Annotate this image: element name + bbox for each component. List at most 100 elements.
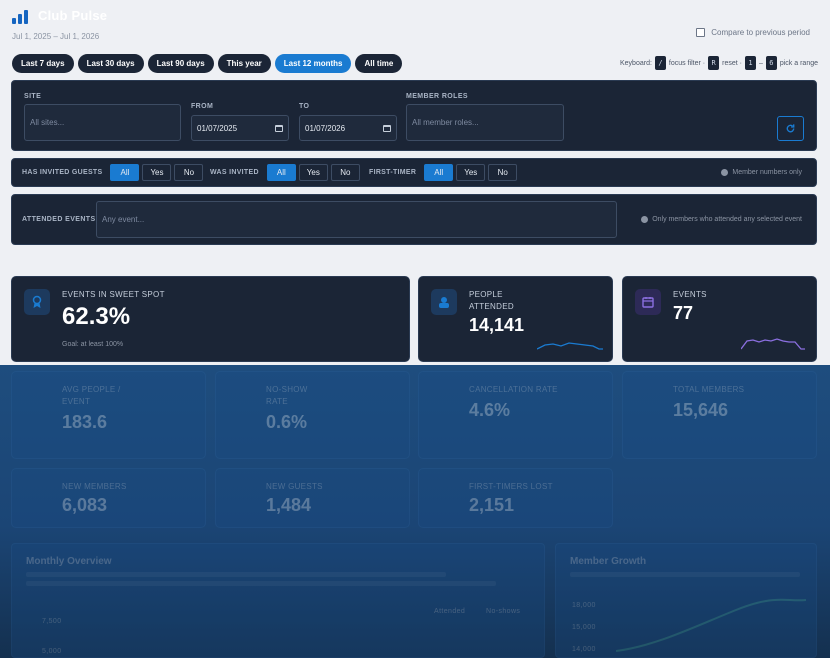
card-value: 2,151 [469,495,515,515]
member-roles-select[interactable]: All member roles... [406,104,564,141]
card-title: NEW GUESTS [266,482,323,491]
people-attended-card: PEOPLE ATTENDED 14,141 [418,276,613,362]
card-title: AVG PEOPLE / EVENT [62,384,121,408]
compare-label: Compare to previous period [711,28,810,37]
card-title: FIRST-TIMERS LOST [469,482,553,491]
attended-events-panel: ATTENDED EVENTS Any event... Only member… [11,194,817,245]
kbd-key: / [654,56,666,70]
bar-chart-icon [12,10,30,24]
first-timer-group: FIRST-TIMER All Yes No [369,164,518,181]
was-invited-all[interactable]: All [266,164,296,181]
reset-filters-button[interactable] [777,116,804,141]
member-growth-panel: Member Growth 18,000 15,000 14,000 [555,543,817,658]
monthly-overview-title: Monthly Overview [26,556,112,567]
preset-last-90-days[interactable]: Last 90 days [147,54,214,73]
invited-guests-all[interactable]: All [110,164,140,181]
roles-placeholder: All member roles... [412,118,479,127]
calendar-icon[interactable] [383,124,391,132]
events-placeholder: Any event... [102,215,145,224]
info-icon [721,169,729,176]
y-tick: 5,000 [42,648,62,655]
checkbox-box[interactable] [696,28,706,37]
card-title: PEOPLE ATTENDED [469,289,514,313]
card-value: 1,484 [266,495,312,515]
compare-checkbox[interactable]: Compare to previous period [696,28,810,37]
first-timer-no[interactable]: No [488,164,518,181]
kbd-text: focus filter · [668,59,706,67]
keyboard-label: Keyboard: [620,59,652,67]
preset-all-time[interactable]: All time [355,54,403,73]
card-value: 62.3% [62,303,131,330]
events-sparkline [741,338,805,350]
info-icon [641,216,649,223]
to-label: TO [299,103,310,110]
calendar-icon[interactable] [275,124,283,132]
events-card: EVENTS 77 [622,276,817,362]
card-title-line-2: ATTENDED [469,302,514,311]
first-timer-label: FIRST-TIMER [369,169,417,176]
y-tick: 7,500 [42,618,62,625]
kbd-key: 1 [744,56,756,70]
people-icon [431,289,457,315]
was-invited-no[interactable]: No [330,164,360,181]
refresh-icon [786,124,795,133]
y-tick: 18,000 [572,602,596,609]
invited-guests-no[interactable]: No [174,164,204,181]
site-select[interactable]: All sites... [24,104,181,141]
from-date-input[interactable]: 01/07/2025 [191,115,289,141]
events-note-text: Only members who attended any selected e… [652,216,802,223]
card-title-line-1: AVG PEOPLE / [62,385,121,394]
preset-last-30-days[interactable]: Last 30 days [77,54,144,73]
card-title: CANCELLATION RATE [469,385,558,394]
to-date-value: 01/07/2026 [305,123,346,133]
attended-events-select[interactable]: Any event... [96,201,617,238]
card-title: NEW MEMBERS [62,482,127,491]
card-title: TOTAL MEMBERS [673,385,745,394]
preset-this-year[interactable]: This year [217,54,271,73]
first-timer-yes[interactable]: Yes [456,164,486,181]
avg-people-card: AVG PEOPLE / EVENT 183.6 [11,371,206,459]
to-date-input[interactable]: 01/07/2026 [299,115,397,141]
card-title: NO-SHOW RATE [266,384,308,408]
was-invited-group: WAS INVITED All Yes No [210,164,360,181]
kbd-text: reset · [722,59,742,67]
invited-guests-yes[interactable]: Yes [142,164,172,181]
people-sparkline [537,342,603,350]
first-timers-lost-card: FIRST-TIMERS LOST 2,151 [418,468,613,528]
card-goal: Goal: at least 100% [62,341,124,348]
subtitle-line [570,572,800,577]
card-value: 14,141 [469,315,525,335]
card-value: 6,083 [62,495,108,515]
y-tick: 14,000 [572,646,596,653]
header: Club Pulse Jul 1, 2025 – Jul 1, 2026 Com… [12,8,818,46]
attended-events-label: ATTENDED EVENTS [22,216,96,223]
kbd-text: – [758,59,763,67]
legend-attended: Attended [434,608,466,615]
growth-line [616,598,806,652]
loading-overlay: AVG PEOPLE / EVENT 183.6 NO-SHOW RATE 0.… [0,365,830,658]
no-show-card: NO-SHOW RATE 0.6% [215,371,410,459]
card-value: 15,646 [673,400,729,420]
card-value: 77 [673,303,694,323]
card-title-line-1: PEOPLE [469,290,503,299]
card-title: EVENTS [673,290,707,299]
kbd-text: pick a range [779,59,818,67]
filters-panel: SITE All sites... FROM 01/07/2025 TO 01/… [11,80,817,151]
subtitle-line [26,581,496,586]
from-label: FROM [191,103,214,110]
first-timer-all[interactable]: All [424,164,454,181]
card-title: EVENTS IN SWEET SPOT [62,290,165,299]
was-invited-yes[interactable]: Yes [298,164,328,181]
total-members-card: TOTAL MEMBERS 15,646 [622,371,817,459]
date-range-text: Jul 1, 2025 – Jul 1, 2026 [12,32,100,41]
preset-last-12-months[interactable]: Last 12 months [274,54,352,73]
kbd-key: 6 [765,56,777,70]
card-title-line-2: RATE [266,397,288,406]
site-placeholder: All sites... [30,118,65,127]
card-value: 183.6 [62,412,108,432]
app-title: Club Pulse [38,8,108,23]
preset-last-7-days[interactable]: Last 7 days [12,54,74,73]
note-text: Member numbers only [732,169,802,176]
was-invited-label: WAS INVITED [210,169,259,176]
site-label: SITE [24,93,42,100]
